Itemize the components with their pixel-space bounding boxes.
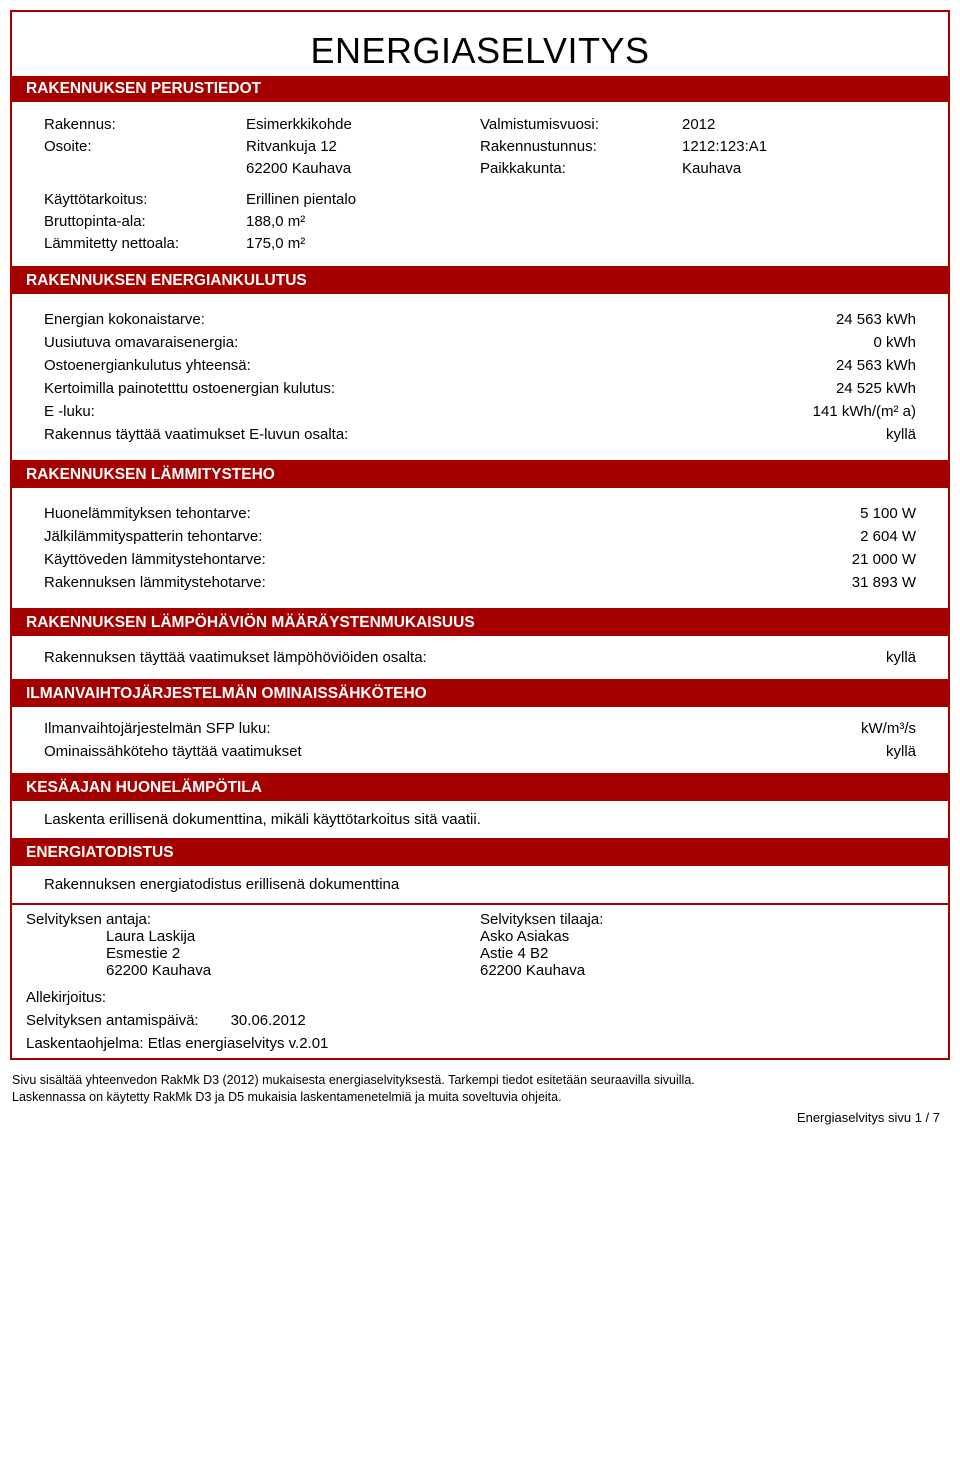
text: Rakennuksen energiatodistus erillisenä d…: [44, 876, 399, 893]
signature-label: Allekirjoitus:: [26, 989, 934, 1006]
page-number: Energiaselvitys sivu 1 / 7: [0, 1106, 960, 1133]
value: 24 525 kWh: [836, 380, 916, 397]
document-page: ENERGIASELVITYS RAKENNUKSEN PERUSTIEDOT …: [10, 10, 950, 1060]
section-body-kesaajan: Laskenta erillisenä dokumenttina, mikäli…: [12, 801, 948, 838]
giver-label: Selvityksen antaja:: [26, 911, 480, 928]
section-body-energiatodistus: Rakennuksen energiatodistus erillisenä d…: [12, 866, 948, 903]
label: Rakennuksen täyttää vaatimukset lämpöhöv…: [44, 649, 427, 666]
value: 0 kWh: [873, 334, 916, 351]
orderer-line: Astie 4 B2: [480, 945, 934, 962]
value: kyllä: [886, 649, 916, 666]
label: Energian kokonaistarve:: [44, 311, 205, 328]
label: Rakennus täyttää vaatimukset E-luvun osa…: [44, 426, 348, 443]
section-header-lampohavio: RAKENNUKSEN LÄMPÖHÄVIÖN MÄÄRÄYSTENMUKAIS…: [12, 608, 948, 636]
label: Osoite:: [44, 138, 234, 155]
label: E -luku:: [44, 403, 95, 420]
value: kW/m³/s: [861, 720, 916, 737]
value: Erillinen pientalo: [246, 191, 356, 208]
giver-line: Esmestie 2: [106, 945, 480, 962]
value: 2012: [682, 116, 767, 133]
section-header-energiankulutus: RAKENNUKSEN ENERGIANKULUTUS: [12, 266, 948, 294]
label: Ominaissähköteho täyttää vaatimukset: [44, 743, 302, 760]
section-header-lammitysteho: RAKENNUKSEN LÄMMITYSTEHO: [12, 460, 948, 488]
software-label: Laskentaohjelma: Etlas energiaselvitys v…: [26, 1035, 934, 1052]
section-header-energiatodistus: ENERGIATODISTUS: [12, 838, 948, 866]
footer-block: Selvityksen antaja: Laura Laskija Esmest…: [12, 905, 948, 1058]
section-header-ilmanvaihto: ILMANVAIHTOJÄRJESTELMÄN OMINAISSÄHKÖTEHO: [12, 679, 948, 707]
label: Lämmitetty nettoala:: [44, 235, 234, 252]
value: 175,0 m²: [246, 235, 356, 252]
label: Käyttötarkoitus:: [44, 191, 234, 208]
section-body-perustiedot: Rakennus: Osoite: Esimerkkikohde Ritvank…: [12, 102, 948, 266]
footnote-line: Laskennassa on käytetty RakMk D3 ja D5 m…: [12, 1089, 948, 1106]
section-body-lammitysteho: Huonelämmityksen tehontarve: 5 100 W Jälk…: [12, 488, 948, 608]
value: 5 100 W: [860, 505, 916, 522]
label: Huonelämmityksen tehontarve:: [44, 505, 251, 522]
orderer-line: 62200 Kauhava: [480, 962, 934, 979]
label: Ilmanvaihtojärjestelmän SFP luku:: [44, 720, 271, 737]
label: Paikkakunta:: [480, 160, 670, 177]
value: 1212:123:A1: [682, 138, 767, 155]
giver-line: Laura Laskija: [106, 928, 480, 945]
section-body-lampohavio: Rakennuksen täyttää vaatimukset lämpöhöv…: [12, 636, 948, 679]
value: Ritvankuja 12: [246, 138, 352, 155]
value: 31 893 W: [852, 574, 916, 591]
value: 2 604 W: [860, 528, 916, 545]
label: Rakennustunnus:: [480, 138, 670, 155]
label: Ostoenergiankulutus yhteensä:: [44, 357, 251, 374]
giver-line: 62200 Kauhava: [106, 962, 480, 979]
label: Uusiutuva omavaraisenergia:: [44, 334, 238, 351]
label: Käyttöveden lämmitystehontarve:: [44, 551, 266, 568]
value: 21 000 W: [852, 551, 916, 568]
footnote-line: Sivu sisältää yhteenvedon RakMk D3 (2012…: [12, 1072, 948, 1089]
value: Kauhava: [682, 160, 767, 177]
value: kyllä: [886, 426, 916, 443]
page-title: ENERGIASELVITYS: [12, 30, 948, 72]
text: Laskenta erillisenä dokumenttina, mikäli…: [44, 811, 481, 828]
label: Rakennuksen lämmitystehotarve:: [44, 574, 266, 591]
value: 24 563 kWh: [836, 357, 916, 374]
orderer-line: Asko Asiakas: [480, 928, 934, 945]
section-header-perustiedot: RAKENNUKSEN PERUSTIEDOT: [12, 76, 948, 102]
label: Jälkilämmityspatterin tehontarve:: [44, 528, 262, 545]
label: Bruttopinta-ala:: [44, 213, 234, 230]
label: Rakennus:: [44, 116, 234, 133]
value: 141 kWh/(m² a): [813, 403, 916, 420]
footnote: Sivu sisältää yhteenvedon RakMk D3 (2012…: [0, 1070, 960, 1106]
value: Esimerkkikohde: [246, 116, 352, 133]
value: 62200 Kauhava: [246, 160, 352, 177]
label: Valmistumisvuosi:: [480, 116, 670, 133]
label: Kertoimilla painotetttu ostoenergian kul…: [44, 380, 335, 397]
section-body-ilmanvaihto: Ilmanvaihtojärjestelmän SFP luku: kW/m³/s…: [12, 707, 948, 773]
date-label: Selvityksen antamispäivä:: [26, 1012, 199, 1029]
value: 188,0 m²: [246, 213, 356, 230]
section-header-kesaajan: KESÄAJAN HUONELÄMPÖTILA: [12, 773, 948, 801]
orderer-label: Selvityksen tilaaja:: [480, 911, 934, 928]
section-body-energiankulutus: Energian kokonaistarve: 24 563 kWh Uusiut…: [12, 294, 948, 460]
value: 24 563 kWh: [836, 311, 916, 328]
value: kyllä: [886, 743, 916, 760]
date-value: 30.06.2012: [213, 1012, 306, 1029]
